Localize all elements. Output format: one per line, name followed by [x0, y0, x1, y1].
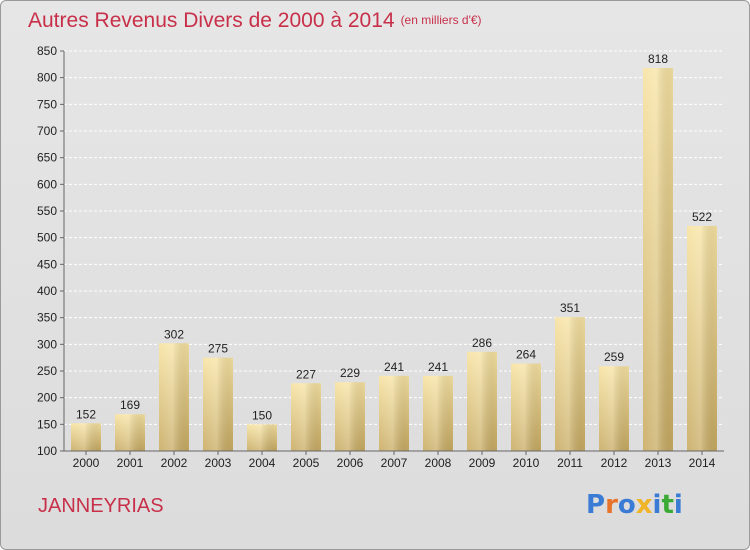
- x-tick-label: 2000: [73, 456, 100, 470]
- y-tick-label: 500: [37, 231, 57, 245]
- x-tick-label: 2004: [249, 456, 276, 470]
- y-tick-label: 700: [37, 124, 57, 138]
- value-label: 264: [516, 348, 536, 362]
- y-tick-label: 400: [37, 284, 57, 298]
- y-tick-label: 800: [37, 71, 57, 85]
- y-tick-label: 850: [37, 44, 57, 58]
- value-label: 275: [208, 342, 228, 356]
- y-tick-label: 250: [37, 364, 57, 378]
- value-label: 150: [252, 408, 272, 422]
- y-tick-label: 150: [37, 417, 57, 431]
- bar-shade: [643, 68, 673, 452]
- value-label: 241: [428, 360, 448, 374]
- value-label: 302: [164, 327, 184, 341]
- y-tick-label: 650: [37, 151, 57, 165]
- y-tick-label: 350: [37, 311, 57, 325]
- x-tick-label: 2010: [513, 456, 540, 470]
- x-tick-label: 2002: [161, 456, 188, 470]
- logo-letter: o: [617, 490, 636, 520]
- bar-shade: [555, 317, 585, 451]
- x-tick-label: 2001: [117, 456, 144, 470]
- x-tick-label: 2011: [557, 456, 583, 470]
- value-label: 522: [692, 210, 712, 224]
- bar-shade: [203, 357, 233, 451]
- bar-shade: [71, 423, 101, 451]
- bar-shade: [335, 382, 365, 451]
- chart-title: Autres Revenus Divers de 2000 à 2014 (en …: [28, 9, 482, 33]
- bar-shade: [423, 375, 453, 451]
- title-text: Autres Revenus Divers de 2000 à 2014: [28, 9, 395, 32]
- chart-subtitle: (en milliers d'€): [400, 13, 482, 27]
- y-tick-label: 600: [37, 177, 57, 191]
- x-tick-label: 2008: [425, 456, 452, 470]
- x-tick-label: 2007: [381, 456, 408, 470]
- value-label: 259: [604, 350, 624, 364]
- logo-letter: i: [652, 490, 662, 520]
- y-tick-label: 450: [37, 257, 57, 271]
- value-label: 818: [648, 52, 668, 66]
- y-tick-label: 300: [37, 337, 57, 351]
- y-tick-label: 100: [37, 444, 57, 458]
- x-tick-label: 2005: [293, 456, 320, 470]
- bar-shade: [159, 343, 189, 451]
- x-tick-label: 2013: [645, 456, 672, 470]
- bar-shade: [379, 375, 409, 451]
- value-label: 351: [560, 301, 580, 315]
- logo-letter: t: [661, 490, 674, 520]
- x-tick-label: 2003: [205, 456, 232, 470]
- bar-shade: [247, 424, 277, 451]
- y-tick-label: 550: [37, 204, 57, 218]
- proxiti-logo: Proxiti: [586, 490, 683, 520]
- x-tick-label: 2009: [469, 456, 496, 470]
- bar-shade: [511, 363, 541, 451]
- value-label: 152: [76, 407, 96, 421]
- value-label: 241: [384, 360, 404, 374]
- x-tick-label: 2014: [689, 456, 716, 470]
- value-label: 286: [472, 336, 492, 350]
- logo-letter: i: [673, 490, 683, 520]
- bar-shade: [291, 383, 321, 451]
- value-label: 227: [296, 367, 316, 381]
- bar-shade: [115, 414, 145, 451]
- axes: 100 150 200 250 300 350 400 450 500 550 600 650 700 7…: [37, 44, 724, 470]
- logo-letter: r: [605, 490, 618, 520]
- logo-letter: x: [635, 490, 653, 520]
- x-tick-label: 2012: [601, 456, 628, 470]
- value-label: 229: [340, 366, 360, 380]
- bar-shade: [467, 351, 497, 451]
- x-tick-label: 2006: [337, 456, 364, 470]
- commune-name: JANNEYRIAS: [38, 495, 164, 517]
- logo-letter: P: [586, 490, 606, 520]
- bar-shade: [687, 225, 717, 451]
- y-tick-label: 750: [37, 97, 57, 111]
- y-tick-label: 200: [37, 391, 57, 405]
- value-label: 169: [120, 398, 140, 412]
- bar-shade: [599, 366, 629, 451]
- bars: 152 169 302 275 150 227 229 241 241 286 264 351 259 8…: [71, 52, 717, 452]
